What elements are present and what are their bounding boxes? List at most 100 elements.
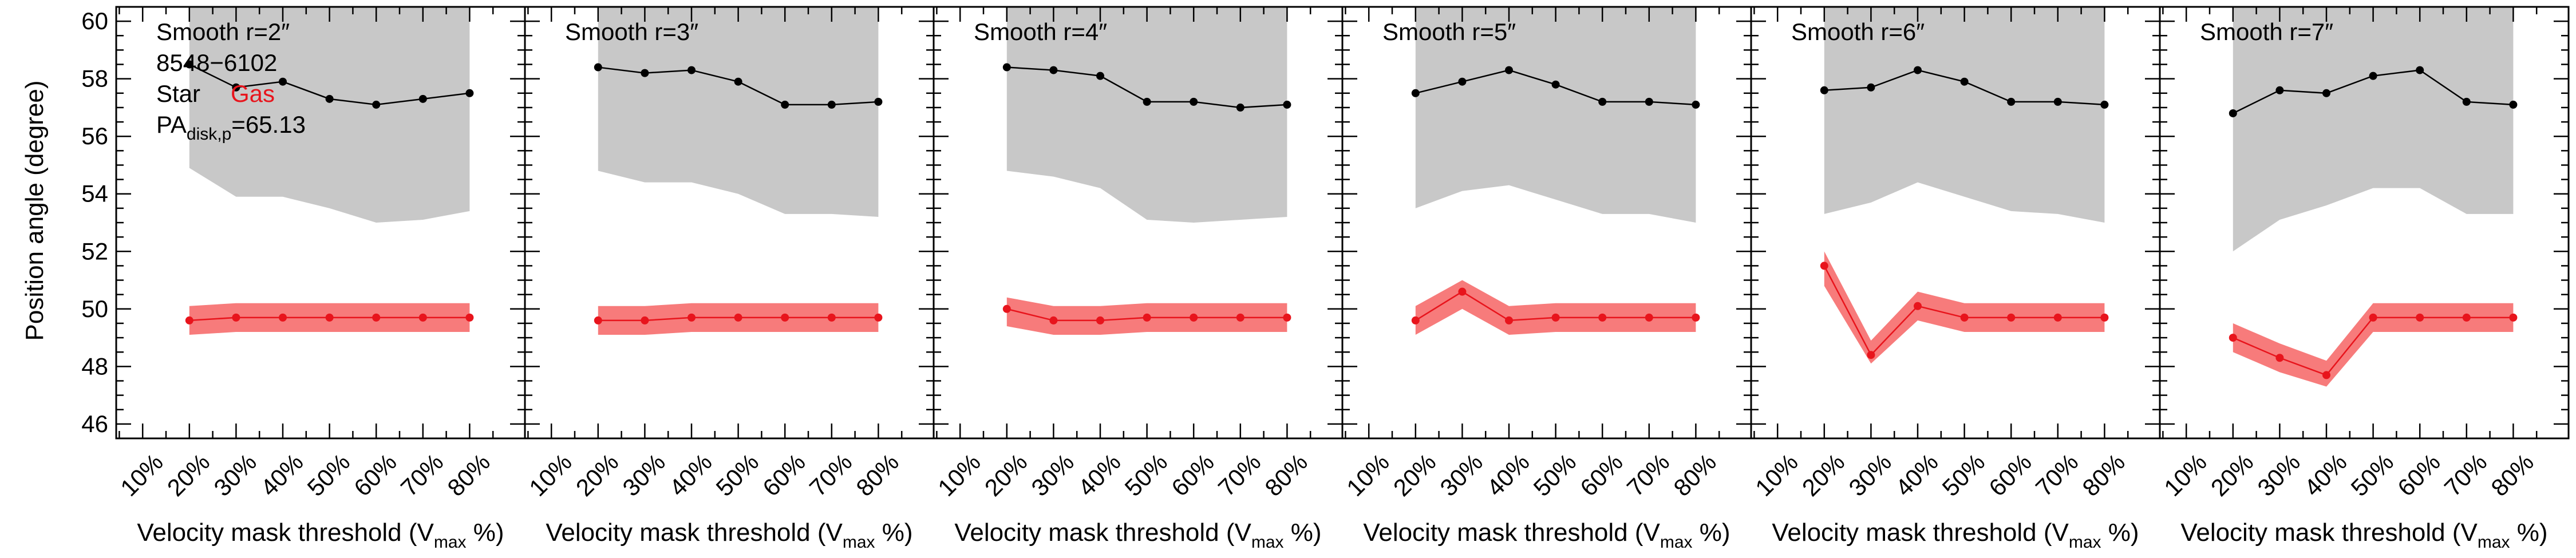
star-band bbox=[1824, 7, 2105, 223]
plot-area bbox=[1002, 7, 1291, 335]
x-axis-label: Velocity mask threshold (Vmax %) bbox=[137, 519, 504, 552]
gas-point bbox=[2275, 354, 2284, 362]
plot-area bbox=[2229, 7, 2518, 387]
gas-point bbox=[1960, 313, 1969, 322]
star-point bbox=[1283, 100, 1291, 109]
star-point bbox=[2416, 66, 2424, 74]
star-point bbox=[1645, 97, 1653, 106]
gas-point bbox=[2322, 371, 2330, 379]
panel-title: Smooth r=2″ bbox=[156, 18, 290, 45]
gas-band bbox=[1415, 280, 1696, 335]
y-tick-label: 46 bbox=[81, 410, 108, 437]
y-tick-label: 54 bbox=[81, 180, 108, 207]
gas-point bbox=[1283, 313, 1291, 322]
gas-point bbox=[1505, 316, 1513, 324]
star-point bbox=[1960, 77, 1969, 86]
star-point bbox=[2100, 100, 2109, 109]
gas-point bbox=[1598, 313, 1607, 322]
star-point bbox=[1236, 103, 1244, 112]
star-point bbox=[279, 77, 287, 86]
star-point bbox=[2322, 89, 2330, 97]
gas-point bbox=[1049, 316, 1058, 324]
y-tick-label: 56 bbox=[81, 122, 108, 149]
y-tick-label: 48 bbox=[81, 353, 108, 379]
star-band bbox=[2233, 7, 2514, 252]
x-axis-label: Velocity mask threshold (Vmax %) bbox=[1772, 519, 2139, 552]
gas-point bbox=[1867, 351, 1875, 359]
gas-point bbox=[1190, 313, 1198, 322]
star-point bbox=[1096, 72, 1104, 80]
y-tick-label: 60 bbox=[81, 7, 108, 34]
plot-area bbox=[1820, 7, 2109, 364]
panel-4: 10%20%30%40%50%60%70%80%Smooth r=5″Veloc… bbox=[1341, 6, 1752, 552]
star-band bbox=[1006, 7, 1287, 223]
x-axis-label: Velocity mask threshold (Vmax %) bbox=[954, 519, 1321, 552]
panel-title: Smooth r=7″ bbox=[2200, 18, 2333, 45]
gas-point bbox=[688, 313, 696, 322]
gas-point bbox=[1143, 313, 1151, 322]
gas-legend-label: Gas bbox=[231, 80, 275, 107]
star-point bbox=[1002, 63, 1011, 72]
plot-area bbox=[185, 7, 474, 335]
star-band bbox=[598, 7, 879, 217]
gas-point bbox=[2369, 313, 2377, 322]
y-tick-label: 52 bbox=[81, 238, 108, 264]
gas-point bbox=[232, 313, 240, 322]
star-point bbox=[1914, 66, 1922, 74]
star-point bbox=[734, 77, 742, 86]
gas-point bbox=[2462, 313, 2471, 322]
star-point bbox=[1143, 97, 1151, 106]
gas-point bbox=[2229, 334, 2237, 342]
gas-point bbox=[641, 316, 649, 324]
star-point bbox=[1411, 89, 1420, 97]
gas-point bbox=[1645, 313, 1653, 322]
gas-point bbox=[185, 316, 193, 324]
star-point bbox=[1598, 97, 1607, 106]
star-point bbox=[1692, 100, 1700, 109]
gas-point bbox=[2053, 313, 2062, 322]
star-point bbox=[2007, 97, 2016, 106]
pa-annotation: PAdisk,p=65.13 bbox=[156, 111, 306, 144]
gas-point bbox=[1551, 313, 1560, 322]
star-point bbox=[372, 100, 381, 109]
x-axis-label: Velocity mask threshold (Vmax %) bbox=[546, 519, 912, 552]
gas-point bbox=[1914, 302, 1922, 310]
galaxy-id: 8548−6102 bbox=[156, 49, 277, 76]
star-point bbox=[2462, 97, 2471, 106]
y-tick-label: 50 bbox=[81, 295, 108, 322]
plot-area bbox=[594, 7, 883, 335]
plot-area bbox=[1411, 7, 1700, 335]
star-point bbox=[2369, 72, 2377, 80]
gas-point bbox=[874, 313, 883, 322]
star-point bbox=[688, 66, 696, 74]
star-point bbox=[827, 100, 836, 109]
gas-point bbox=[734, 313, 742, 322]
star-point bbox=[1458, 77, 1467, 86]
gas-point bbox=[1096, 316, 1104, 324]
gas-band bbox=[1824, 251, 2105, 364]
gas-point bbox=[2007, 313, 2016, 322]
star-point bbox=[185, 60, 193, 69]
gas-point bbox=[1458, 287, 1467, 296]
panel-title: Smooth r=6″ bbox=[1791, 18, 1925, 45]
star-point bbox=[418, 94, 427, 103]
panel-title: Smooth r=4″ bbox=[974, 18, 1107, 45]
gas-point bbox=[372, 313, 381, 322]
star-point bbox=[325, 94, 334, 103]
gas-point bbox=[2416, 313, 2424, 322]
star-point bbox=[594, 63, 602, 72]
star-point bbox=[1551, 80, 1560, 89]
star-point bbox=[781, 100, 789, 109]
star-point bbox=[1505, 66, 1513, 74]
star-point bbox=[1867, 83, 1875, 92]
gas-point bbox=[594, 316, 602, 324]
panel-title: Smooth r=3″ bbox=[565, 18, 698, 45]
gas-point bbox=[1002, 304, 1011, 313]
gas-point bbox=[279, 313, 287, 322]
gas-point bbox=[1411, 316, 1420, 324]
star-point bbox=[465, 89, 474, 97]
star-point bbox=[2275, 86, 2284, 94]
gas-point bbox=[781, 313, 789, 322]
gas-point bbox=[465, 313, 474, 322]
